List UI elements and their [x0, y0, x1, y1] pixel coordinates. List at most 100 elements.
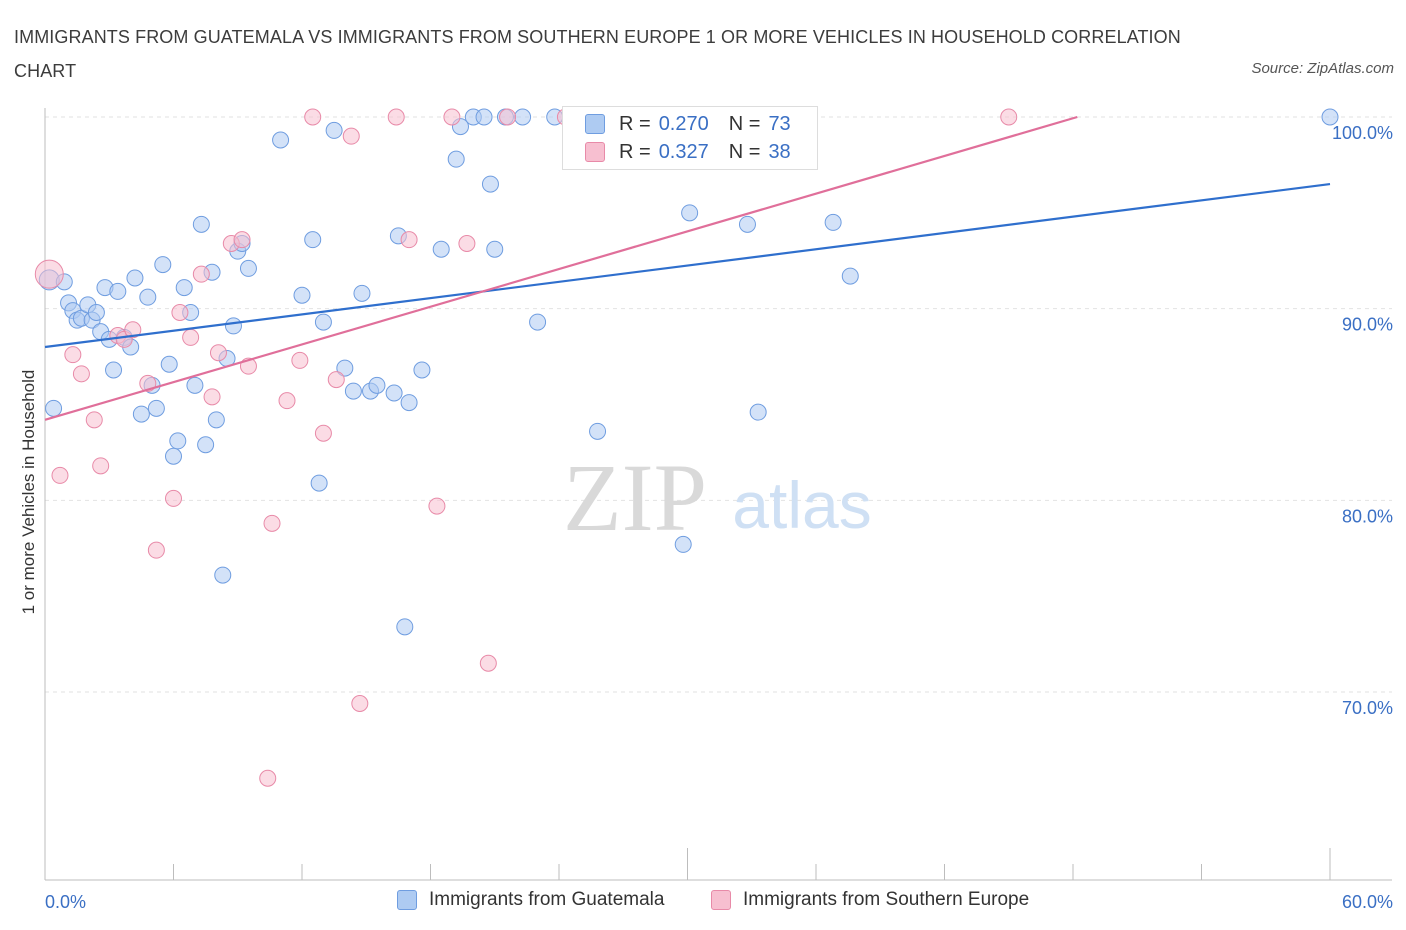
point-southern-europe: [51, 466, 69, 484]
legend-n-value: 73: [768, 112, 791, 135]
point-southern-europe: [327, 371, 345, 389]
point-guatemala: [486, 240, 504, 258]
point-guatemala: [368, 376, 386, 394]
point-southern-europe: [203, 388, 221, 406]
point-southern-europe: [499, 108, 517, 126]
legend-swatch-guatemala: [397, 890, 417, 910]
legend-item-guatemala: Immigrants from Guatemala: [397, 889, 664, 911]
point-guatemala: [147, 399, 165, 417]
chart-source: Source: ZipAtlas.com: [1251, 60, 1394, 77]
point-guatemala: [413, 361, 431, 379]
point-southern-europe: [387, 108, 405, 126]
point-southern-europe: [263, 514, 281, 532]
point-guatemala: [514, 108, 532, 126]
point-southern-europe: [351, 695, 369, 712]
point-guatemala: [126, 269, 144, 287]
point-southern-europe: [314, 424, 332, 442]
grid-lines: [45, 116, 1392, 693]
point-southern-europe: [192, 265, 210, 283]
point-guatemala: [105, 361, 123, 379]
point-southern-europe: [165, 489, 182, 507]
axes: [44, 108, 1392, 881]
point-guatemala: [154, 256, 172, 274]
point-guatemala: [224, 317, 242, 335]
y-tick-label: 90.0%: [1342, 315, 1393, 335]
point-guatemala: [214, 566, 232, 584]
point-guatemala: [207, 411, 225, 429]
point-guatemala: [841, 267, 859, 285]
trend-lines: [44, 115, 1331, 421]
legend-swatch-southern-europe: [711, 890, 731, 910]
point-guatemala: [109, 282, 127, 300]
point-guatemala: [132, 405, 150, 423]
legend-r-label: R =: [619, 140, 651, 163]
point-guatemala: [160, 355, 178, 373]
y-axis-label: 1 or more Vehicles in Household: [19, 370, 38, 615]
point-guatemala: [310, 474, 328, 492]
legend-r-value: 0.327: [658, 140, 709, 163]
series-legend: Immigrants from Guatemala Immigrants fro…: [0, 889, 1406, 915]
point-southern-europe: [92, 457, 110, 475]
point-southern-europe: [209, 344, 227, 362]
legend-n-label: N =: [728, 112, 761, 135]
point-southern-europe: [291, 351, 309, 369]
point-guatemala: [432, 240, 450, 258]
point-guatemala: [824, 213, 842, 231]
point-southern-europe: [479, 654, 497, 672]
y-tick-label: 80.0%: [1342, 506, 1393, 526]
watermark-atlas: atlas: [732, 468, 871, 542]
point-guatemala: [385, 384, 403, 402]
point-guatemala: [1321, 108, 1339, 126]
point-southern-europe: [72, 365, 90, 383]
point-guatemala: [396, 618, 414, 636]
x-tick-label: 60.0%: [1342, 892, 1393, 912]
point-guatemala: [169, 432, 187, 450]
point-guatemala: [400, 394, 418, 412]
point-guatemala: [589, 422, 607, 440]
point-southern-europe: [458, 235, 476, 252]
legend-row-southern-europe: R = 0.327 N = 38: [585, 138, 791, 166]
data-points: [34, 108, 1339, 787]
point-southern-europe: [259, 769, 277, 787]
x-tick-label: 0.0%: [45, 892, 86, 912]
point-southern-europe: [233, 231, 251, 249]
point-guatemala: [325, 121, 343, 139]
legend-n-value: 38: [768, 140, 791, 163]
point-southern-europe: [304, 108, 322, 126]
point-guatemala: [447, 150, 465, 168]
point-guatemala: [749, 403, 767, 421]
y-tick-label: 70.0%: [1342, 698, 1393, 718]
point-guatemala: [314, 313, 332, 331]
point-guatemala: [239, 259, 257, 277]
correlation-legend: R = 0.270 N = 73 R = 0.327 N = 38: [562, 106, 818, 170]
point-guatemala: [293, 286, 311, 304]
point-guatemala: [529, 313, 547, 331]
point-guatemala: [674, 535, 692, 553]
x-tick-labels: 0.0% 60.0%: [45, 892, 1393, 912]
point-guatemala: [738, 215, 756, 233]
point-southern-europe: [443, 108, 461, 126]
point-guatemala: [139, 288, 157, 306]
point-guatemala: [197, 436, 215, 454]
y-tick-labels: 100.0% 90.0% 80.0% 70.0%: [1332, 123, 1393, 718]
legend-label-southern-europe: Immigrants from Southern Europe: [743, 889, 1030, 910]
legend-item-southern-europe: Immigrants from Southern Europe: [711, 889, 1029, 911]
point-southern-europe: [400, 231, 418, 249]
point-guatemala: [186, 376, 204, 394]
point-guatemala: [45, 399, 63, 417]
legend-label-guatemala: Immigrants from Guatemala: [429, 889, 665, 910]
y-tick-label: 100.0%: [1332, 123, 1393, 143]
legend-r-label: R =: [619, 112, 651, 135]
point-guatemala: [475, 108, 493, 126]
legend-r-value: 0.270: [658, 112, 709, 135]
legend-swatch-guatemala: [585, 114, 605, 134]
legend-row-guatemala: R = 0.270 N = 73: [585, 110, 791, 138]
chart-title: IMMIGRANTS FROM GUATEMALA VS IMMIGRANTS …: [14, 27, 1181, 81]
point-guatemala: [165, 447, 182, 465]
legend-swatch-southern-europe: [585, 142, 605, 162]
point-guatemala: [175, 279, 193, 297]
point-southern-europe: [1000, 108, 1018, 126]
point-southern-europe: [428, 497, 446, 515]
point-guatemala: [336, 359, 354, 377]
